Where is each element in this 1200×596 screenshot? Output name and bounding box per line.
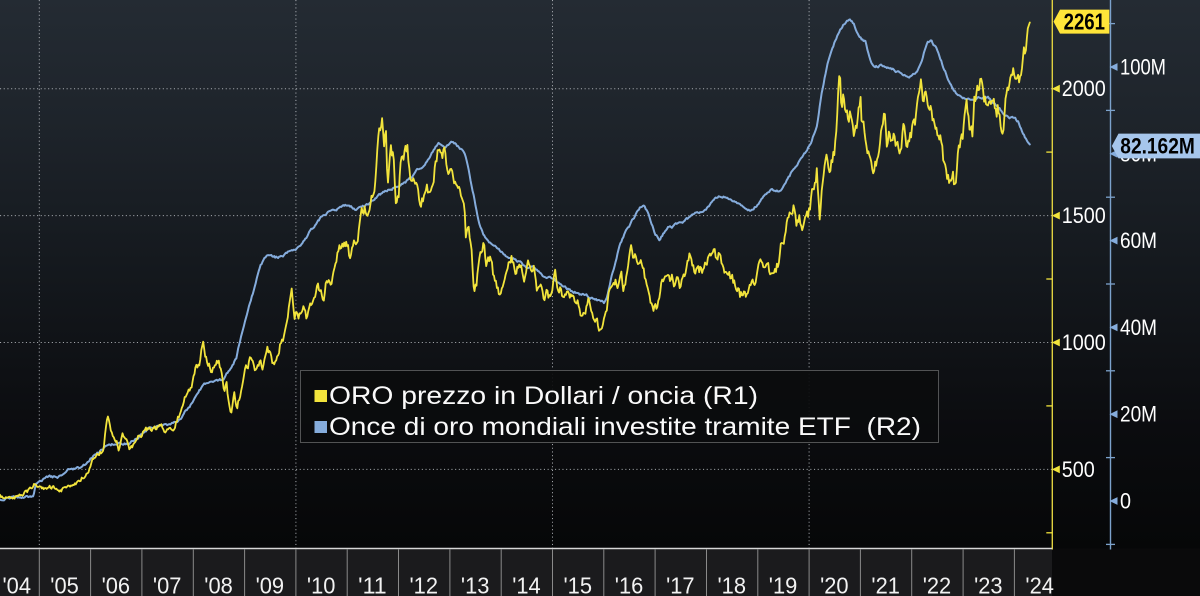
svg-text:'09: '09 — [256, 573, 285, 596]
svg-text:'22: '22 — [923, 573, 952, 596]
svg-text:'06: '06 — [102, 573, 131, 596]
svg-text:'21: '21 — [871, 573, 900, 596]
svg-text:'18: '18 — [718, 573, 747, 596]
svg-text:'16: '16 — [615, 573, 644, 596]
svg-text:'23: '23 — [974, 573, 1003, 596]
svg-text:'10: '10 — [307, 573, 336, 596]
svg-text:100M: 100M — [1120, 55, 1166, 80]
svg-text:'13: '13 — [461, 573, 490, 596]
svg-text:'15: '15 — [564, 573, 593, 596]
svg-text:'20: '20 — [820, 573, 849, 596]
svg-text:'12: '12 — [410, 573, 439, 596]
svg-text:60M: 60M — [1120, 228, 1157, 253]
svg-text:20M: 20M — [1120, 402, 1157, 427]
svg-text:'08: '08 — [204, 573, 233, 596]
svg-text:40M: 40M — [1120, 315, 1157, 340]
svg-text:'11: '11 — [358, 573, 387, 596]
svg-text:1000: 1000 — [1062, 330, 1106, 355]
svg-text:ORO prezzo in Dollari / oncia: ORO prezzo in Dollari / oncia (R1) — [329, 382, 758, 410]
svg-text:'19: '19 — [769, 573, 798, 596]
svg-text:2000: 2000 — [1062, 76, 1106, 101]
svg-text:'04: '04 — [3, 573, 32, 596]
svg-text:500: 500 — [1062, 457, 1095, 482]
svg-text:'24: '24 — [1025, 573, 1054, 596]
svg-text:'17: '17 — [666, 573, 695, 596]
svg-text:'05: '05 — [50, 573, 79, 596]
svg-text:2261: 2261 — [1064, 9, 1105, 35]
svg-text:Once di oro mondiali investite: Once di oro mondiali investite tramite E… — [329, 413, 921, 441]
svg-text:'14: '14 — [512, 573, 541, 596]
svg-text:'07: '07 — [153, 573, 182, 596]
svg-text:82.162M: 82.162M — [1120, 134, 1195, 159]
svg-text:1500: 1500 — [1062, 203, 1106, 228]
svg-text:0: 0 — [1120, 489, 1131, 514]
